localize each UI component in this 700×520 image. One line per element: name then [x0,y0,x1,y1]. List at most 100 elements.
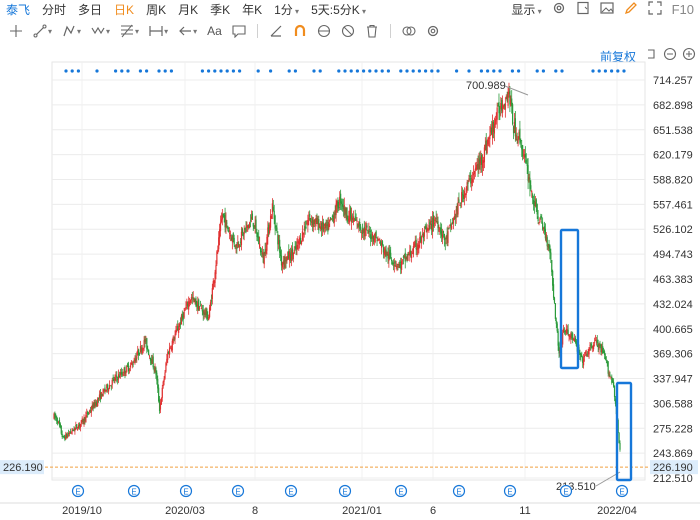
candle-body [503,106,504,107]
marker-dot [95,69,98,72]
candle-body [437,221,438,228]
candle-body [71,433,72,434]
candle-body [568,330,569,335]
candle-body [468,178,469,182]
candle-body [557,324,558,332]
marker-dot [591,69,594,72]
y-tick-label: 212.510 [653,473,693,485]
candle-body [414,243,415,246]
candle-body [305,226,306,231]
candle-body [244,230,245,234]
candle-body [368,229,369,230]
candle-body [537,204,538,214]
candle-body [222,215,223,219]
event-marker-label: E [183,488,188,497]
candle-body [498,102,499,113]
candle-body [366,228,367,229]
candle-body [285,257,286,268]
marker-dot [126,69,129,72]
candle-body [572,333,573,340]
candle-body [396,266,397,267]
candle-body [391,260,392,261]
candle-body [234,238,235,245]
marker-dot [424,69,427,72]
marker-dot [536,69,539,72]
candle-body [216,251,217,264]
candle-body [74,428,75,431]
candle-body [212,288,213,299]
marker-dot [387,69,390,72]
marker-dot [145,69,148,72]
marker-dot [350,69,353,72]
candle-body [261,251,262,252]
candle-body [175,330,176,335]
plot-frame [52,62,645,480]
candle-body [435,219,436,221]
candle-body [238,244,239,245]
event-marker: E [181,486,192,497]
candle-body [495,119,496,125]
marker-dot [604,69,607,72]
marker-dot [405,69,408,72]
event-marker-label: E [456,488,461,497]
candle-body [390,253,391,258]
marker-dot [430,69,433,72]
candle-body [111,386,112,387]
marker-dot [381,69,384,72]
y-tick-label: 463.383 [653,274,693,286]
event-marker-label: E [398,488,403,497]
y-tick-label: 432.024 [653,299,693,311]
candle-body [489,135,490,140]
marker-dot [598,69,601,72]
candle-body [556,321,557,324]
candle-body [157,379,158,388]
candle-body [502,104,503,113]
candle-body [505,103,506,109]
marker-dot [542,69,545,72]
marker-dot [312,69,315,72]
candle-body [241,232,242,245]
candle-body [555,303,556,319]
candle-body [541,222,542,223]
candle-body [353,216,354,222]
candle-body [303,233,304,235]
candle-body [310,218,311,222]
candle-body [309,214,310,217]
y-tick-label: 526.102 [653,224,693,236]
candle-body [116,376,117,378]
candle-body [436,218,437,219]
candle-body [308,218,309,222]
marker-dot [560,69,563,72]
candle-body [250,220,251,221]
candle-body [418,244,419,247]
candle-body [125,373,126,376]
event-marker: E [286,486,297,497]
candle-body [429,222,430,225]
candle-body [184,311,185,317]
candle-body [369,230,370,232]
marker-dot [356,69,359,72]
x-tick-label: 2019/10 [62,505,102,517]
event-marker-label: E [75,488,80,497]
candle-body [356,221,357,222]
y-tick-label: 306.588 [653,398,693,410]
candle-body [148,350,149,355]
highlight-box [617,383,631,480]
candle-body [612,380,613,381]
candle-body [242,229,243,233]
candle-body [547,237,548,246]
candle-body [174,335,175,340]
marker-dot [362,69,365,72]
candle-body [554,297,555,302]
candle-body [85,415,86,422]
candle-body [398,264,399,268]
candle-body [433,215,434,226]
candle-body [220,222,221,231]
candle-body [460,202,461,203]
marker-dot [610,69,613,72]
chart-grid [52,62,645,480]
candle-body [200,306,201,307]
candle-body [228,230,229,232]
candle-body [517,139,518,143]
